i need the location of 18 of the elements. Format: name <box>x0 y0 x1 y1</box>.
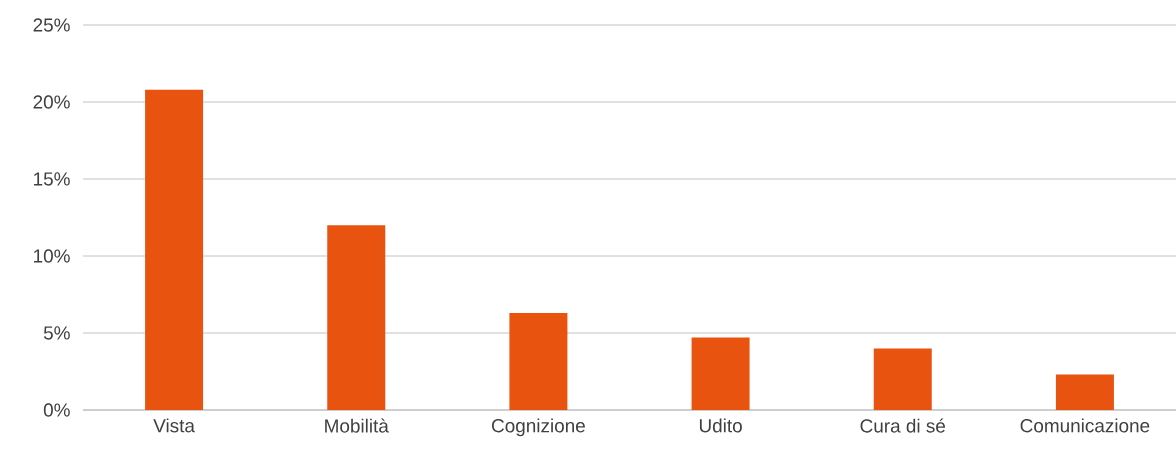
y-tick-label: 15% <box>34 172 70 186</box>
y-tick-label: 10% <box>34 249 70 263</box>
y-tick-label: 5% <box>43 326 70 340</box>
bar <box>691 337 750 410</box>
y-tick-label: 25% <box>33 18 70 32</box>
x-tick-label: Cognizione <box>492 418 585 437</box>
bar <box>873 348 932 410</box>
x-tick-label: Vista <box>153 418 195 433</box>
x-tick-label: Mobilità <box>325 418 389 433</box>
bar <box>327 225 386 410</box>
x-tick-label: Udito <box>699 418 742 433</box>
y-tick-label: 20% <box>33 95 70 109</box>
x-tick-label: Comunicazione <box>1020 418 1150 433</box>
bar <box>145 89 204 410</box>
y-tick-label: 0% <box>43 403 70 417</box>
x-tick-label: Cura di sé <box>860 418 946 433</box>
bar <box>509 312 568 410</box>
bar <box>1055 374 1114 410</box>
